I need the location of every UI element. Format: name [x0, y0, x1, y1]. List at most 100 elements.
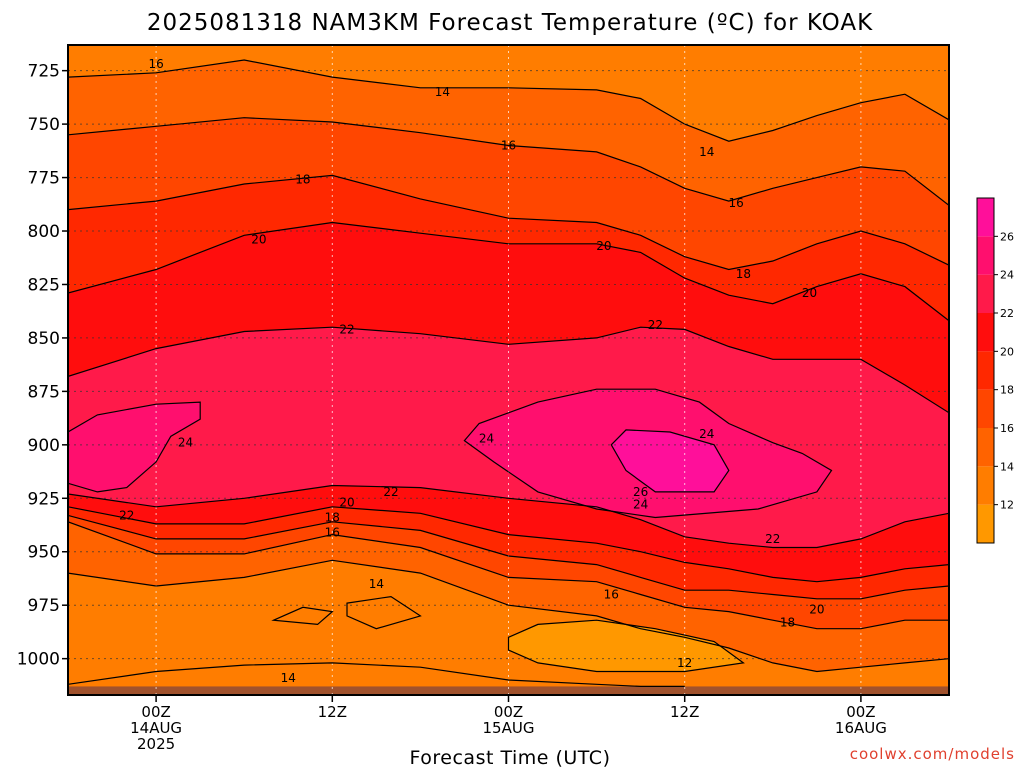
contour-label: 20	[339, 496, 354, 510]
contour-label: 22	[339, 322, 354, 336]
y-tick-label: 925	[28, 489, 60, 509]
isotherm-closed-14	[271, 606, 334, 626]
colorbar-tick-label: 14	[1000, 460, 1014, 473]
colorbar-segment	[977, 351, 994, 390]
colorbar-tick-label: 16	[1000, 422, 1014, 435]
contour-label: 16	[501, 138, 516, 152]
colorbar-segment	[977, 236, 994, 275]
contour-label: 20	[809, 602, 824, 616]
contour-label: 24	[699, 427, 714, 441]
x-tick-label: 14AUG	[130, 719, 182, 737]
closed-band-0	[68, 402, 201, 492]
closed-band-4	[273, 607, 333, 625]
colorbar-tick-label: 26	[1000, 230, 1014, 243]
colorbar-segment	[977, 274, 994, 313]
contour-label: 20	[251, 233, 266, 247]
isotherm-22	[68, 326, 949, 414]
isotherm-16	[68, 521, 949, 630]
y-tick-label: 975	[28, 596, 60, 616]
colorbar-segment	[977, 313, 994, 352]
isotherm-22	[68, 484, 949, 549]
contour-label: 26	[633, 485, 648, 499]
isotherm-lines	[68, 59, 949, 688]
y-tick-label: 725	[28, 62, 60, 82]
colorbar-segment	[977, 389, 994, 428]
y-tick-label: 950	[28, 543, 60, 563]
contour-label: 20	[802, 286, 817, 300]
y-tick-label: 875	[28, 382, 60, 402]
closed-band-2	[611, 429, 729, 492]
contour-label: 12	[677, 656, 692, 670]
isotherm-18	[68, 174, 949, 271]
x-tick-label: 00Z	[494, 703, 523, 721]
gridlines	[68, 45, 949, 695]
contour-label: 14	[699, 145, 714, 159]
x-tick-label: 00Z	[846, 703, 875, 721]
x-tick-label: 16AUG	[835, 719, 887, 737]
x-tick-label: 15AUG	[483, 719, 535, 737]
y-tick-label: 850	[28, 329, 60, 349]
contour-label: 14	[281, 671, 296, 685]
colorbar-frame	[976, 197, 995, 544]
contour-label: 14	[369, 577, 384, 591]
chart-title: 2025081318 NAM3KM Forecast Temperature (…	[147, 10, 873, 36]
isotherm-14	[68, 662, 685, 688]
y-tick-label: 750	[28, 115, 60, 135]
x-tick-label: 00Z	[141, 703, 170, 721]
colorbar-tick-label: 20	[1000, 345, 1014, 358]
isotherm-closed-24	[463, 388, 833, 519]
contour-label: 18	[325, 511, 340, 525]
x-tick-label: 12Z	[670, 703, 699, 721]
contour-label: 24	[178, 436, 193, 450]
contour-label: 22	[119, 508, 134, 522]
isotherm-18	[68, 514, 949, 600]
isotherm-closed-12	[507, 619, 745, 673]
isotherm-14	[68, 59, 949, 142]
y-tick-label: 825	[28, 275, 60, 295]
isotherm-16	[68, 117, 949, 206]
colorbar-segment	[977, 428, 994, 467]
ground-layer	[68, 686, 949, 695]
contour-label: 20	[596, 239, 611, 253]
colorbar-segment	[977, 504, 994, 543]
contour-label: 16	[604, 588, 619, 602]
isotherm-closed-24	[68, 401, 201, 493]
colorbar-segment	[977, 198, 994, 237]
contour-label: 18	[780, 615, 795, 629]
credit-text: coolwx.com/models	[850, 745, 1015, 763]
contour-label: 24	[479, 431, 494, 445]
contour-label: 22	[765, 532, 780, 546]
y-tick-label: 1000	[17, 650, 60, 670]
colorbar-tick-label: 12	[1000, 499, 1014, 512]
contour-label: 16	[325, 526, 340, 540]
contour-label: 18	[295, 173, 310, 187]
isotherm-20	[68, 506, 949, 583]
colorbar-tick-label: 22	[1000, 307, 1014, 320]
contour-label: 22	[648, 318, 663, 332]
contour-label: 24	[633, 498, 648, 512]
colorbar-tick-label: 18	[1000, 384, 1014, 397]
colorbar-segment	[977, 466, 994, 505]
y-tick-label: 900	[28, 436, 60, 456]
isotherm-closed-14	[346, 595, 422, 630]
colorbar: 12 14 16 18 20 22 24 26	[976, 197, 1014, 544]
x-tick-label: 12Z	[318, 703, 347, 721]
isotherm-14	[68, 559, 949, 673]
x-tick-label: 2025	[137, 735, 175, 753]
contour-label: 18	[736, 267, 751, 281]
isotherm-closed-26	[610, 429, 730, 493]
colorbar-tick-label: 24	[1000, 269, 1014, 282]
ground-bar	[68, 686, 949, 695]
isotherm-20	[68, 221, 949, 322]
y-axis: 725 750 775 800 825 850 875 900 925 950 975 1000	[17, 62, 68, 670]
y-tick-label: 800	[28, 222, 60, 242]
contour-label: 22	[383, 485, 398, 499]
x-axis-label: Forecast Time (UTC)	[410, 747, 611, 768]
y-tick-label: 775	[28, 169, 60, 189]
contour-label: 16	[148, 57, 163, 71]
contour-label: 14	[435, 85, 450, 99]
